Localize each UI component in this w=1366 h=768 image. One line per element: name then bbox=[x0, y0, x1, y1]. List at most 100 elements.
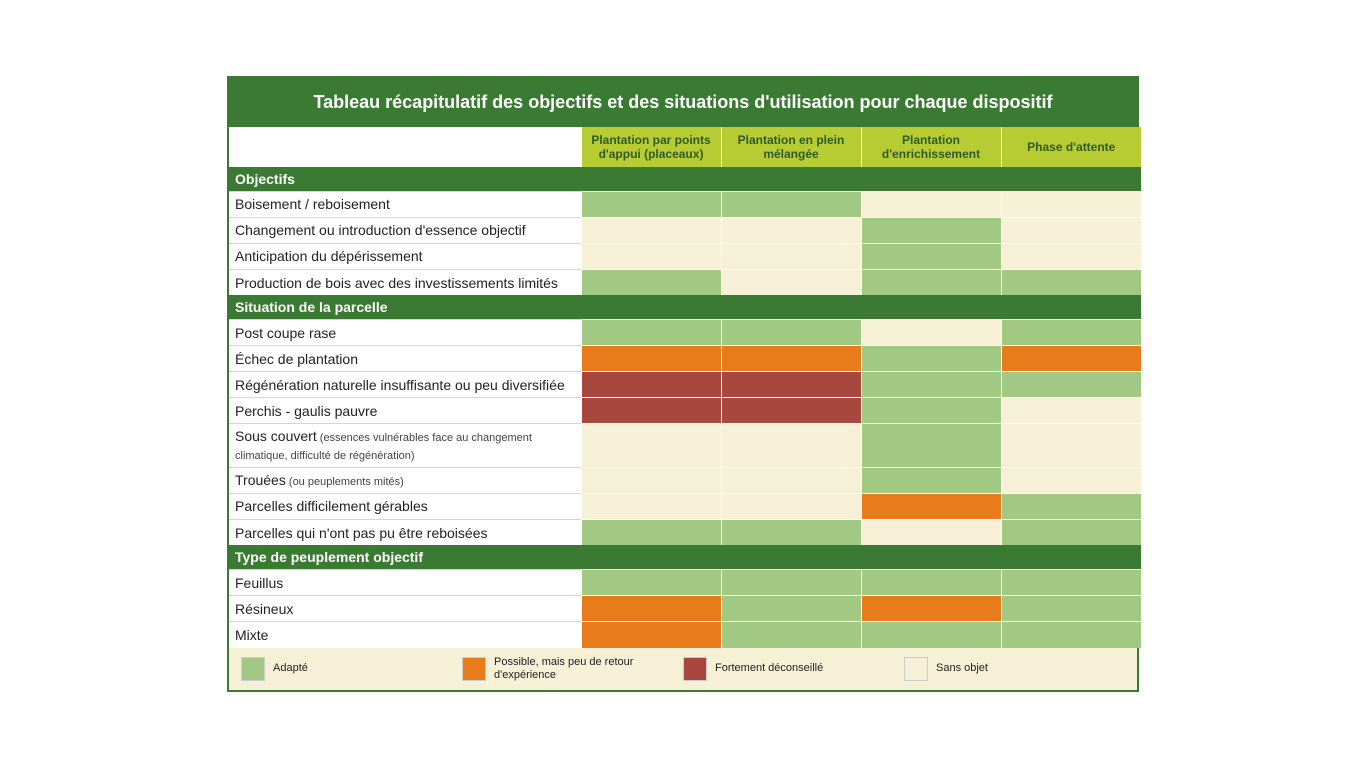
status-cell bbox=[581, 570, 721, 596]
table-row: Boisement / reboisement bbox=[229, 191, 1141, 217]
status-cell bbox=[581, 493, 721, 519]
status-cell bbox=[1001, 467, 1141, 493]
row-label: Échec de plantation bbox=[229, 346, 581, 372]
status-cell bbox=[581, 217, 721, 243]
status-cell bbox=[721, 269, 861, 295]
status-cell bbox=[861, 570, 1001, 596]
table-row: Changement ou introduction d'essence obj… bbox=[229, 217, 1141, 243]
legend-item: Sans objet bbox=[904, 657, 1125, 681]
status-cell bbox=[721, 467, 861, 493]
status-cell bbox=[861, 596, 1001, 622]
row-label: Feuillus bbox=[229, 570, 581, 596]
status-cell bbox=[581, 519, 721, 545]
status-cell bbox=[1001, 398, 1141, 424]
summary-table-frame: Tableau récapitulatif des objectifs et d… bbox=[227, 76, 1139, 692]
status-cell bbox=[1001, 269, 1141, 295]
status-cell bbox=[1001, 424, 1141, 467]
section-header: Type de peuplement objectif bbox=[229, 545, 1141, 570]
status-cell bbox=[721, 570, 861, 596]
row-label: Perchis - gaulis pauvre bbox=[229, 398, 581, 424]
status-cell bbox=[861, 493, 1001, 519]
table-row: Parcelles difficilement gérables bbox=[229, 493, 1141, 519]
status-cell bbox=[581, 243, 721, 269]
status-cell bbox=[721, 346, 861, 372]
legend-item: Fortement déconseillé bbox=[683, 657, 904, 681]
row-label: Régénération naturelle insuffisante ou p… bbox=[229, 372, 581, 398]
status-cell bbox=[861, 320, 1001, 346]
table-title: Tableau récapitulatif des objectifs et d… bbox=[229, 78, 1137, 127]
status-cell bbox=[581, 346, 721, 372]
legend-swatch bbox=[683, 657, 707, 681]
legend-label: Possible, mais peu de retour d'expérienc… bbox=[494, 656, 644, 682]
status-cell bbox=[1001, 217, 1141, 243]
status-cell bbox=[1001, 372, 1141, 398]
column-header: Plantation en plein mélangée bbox=[721, 127, 861, 167]
status-cell bbox=[721, 320, 861, 346]
legend: Adapté Possible, mais peu de retour d'exp… bbox=[229, 648, 1137, 690]
status-cell bbox=[721, 424, 861, 467]
row-label: Parcelles qui n'ont pas pu être reboisée… bbox=[229, 519, 581, 545]
status-cell bbox=[861, 346, 1001, 372]
status-cell bbox=[581, 191, 721, 217]
row-label: Résineux bbox=[229, 596, 581, 622]
status-cell bbox=[721, 372, 861, 398]
status-cell bbox=[581, 269, 721, 295]
legend-swatch bbox=[904, 657, 928, 681]
status-cell bbox=[721, 622, 861, 648]
status-cell bbox=[581, 424, 721, 467]
status-cell bbox=[581, 622, 721, 648]
table-row: Résineux bbox=[229, 596, 1141, 622]
status-cell bbox=[1001, 570, 1141, 596]
status-cell bbox=[861, 217, 1001, 243]
table-row: Sous couvert (essences vulnérables face … bbox=[229, 424, 1141, 467]
status-cell bbox=[721, 243, 861, 269]
table-row: Régénération naturelle insuffisante ou p… bbox=[229, 372, 1141, 398]
legend-item: Possible, mais peu de retour d'expérienc… bbox=[462, 656, 683, 682]
table-row: Parcelles qui n'ont pas pu être reboisée… bbox=[229, 519, 1141, 545]
section-header: Situation de la parcelle bbox=[229, 295, 1141, 320]
section-header: Objectifs bbox=[229, 167, 1141, 192]
status-cell bbox=[861, 243, 1001, 269]
status-cell bbox=[1001, 622, 1141, 648]
row-label: Parcelles difficilement gérables bbox=[229, 493, 581, 519]
row-sublabel: (ou peuplements mités) bbox=[286, 476, 404, 488]
legend-swatch bbox=[241, 657, 265, 681]
row-label: Changement ou introduction d'essence obj… bbox=[229, 217, 581, 243]
status-cell bbox=[721, 596, 861, 622]
table-row: Post coupe rase bbox=[229, 320, 1141, 346]
status-cell bbox=[861, 519, 1001, 545]
legend-label: Adapté bbox=[273, 662, 308, 675]
status-cell bbox=[861, 622, 1001, 648]
legend-swatch bbox=[462, 657, 486, 681]
legend-label: Fortement déconseillé bbox=[715, 662, 823, 675]
column-header-row: Plantation par points d'appui (placeaux)… bbox=[229, 127, 1141, 167]
table-row: Mixte bbox=[229, 622, 1141, 648]
status-cell bbox=[861, 398, 1001, 424]
status-cell bbox=[721, 191, 861, 217]
table-row: Feuillus bbox=[229, 570, 1141, 596]
row-label: Sous couvert (essences vulnérables face … bbox=[229, 424, 581, 467]
row-label: Trouées (ou peuplements mités) bbox=[229, 467, 581, 493]
status-cell bbox=[581, 398, 721, 424]
status-cell bbox=[1001, 596, 1141, 622]
row-label: Post coupe rase bbox=[229, 320, 581, 346]
status-cell bbox=[861, 372, 1001, 398]
status-cell bbox=[1001, 243, 1141, 269]
status-cell bbox=[581, 596, 721, 622]
legend-item: Adapté bbox=[241, 657, 462, 681]
status-cell bbox=[861, 269, 1001, 295]
column-header: Plantation d'enrichissement bbox=[861, 127, 1001, 167]
legend-label: Sans objet bbox=[936, 662, 988, 675]
status-cell bbox=[1001, 493, 1141, 519]
status-cell bbox=[721, 519, 861, 545]
table-row: Trouées (ou peuplements mités) bbox=[229, 467, 1141, 493]
status-cell bbox=[861, 467, 1001, 493]
status-cell bbox=[581, 467, 721, 493]
status-cell bbox=[1001, 191, 1141, 217]
status-cell bbox=[861, 191, 1001, 217]
status-cell bbox=[581, 372, 721, 398]
row-label: Production de bois avec des investisseme… bbox=[229, 269, 581, 295]
table-row: Anticipation du dépérissement bbox=[229, 243, 1141, 269]
status-cell bbox=[1001, 320, 1141, 346]
status-cell bbox=[721, 217, 861, 243]
